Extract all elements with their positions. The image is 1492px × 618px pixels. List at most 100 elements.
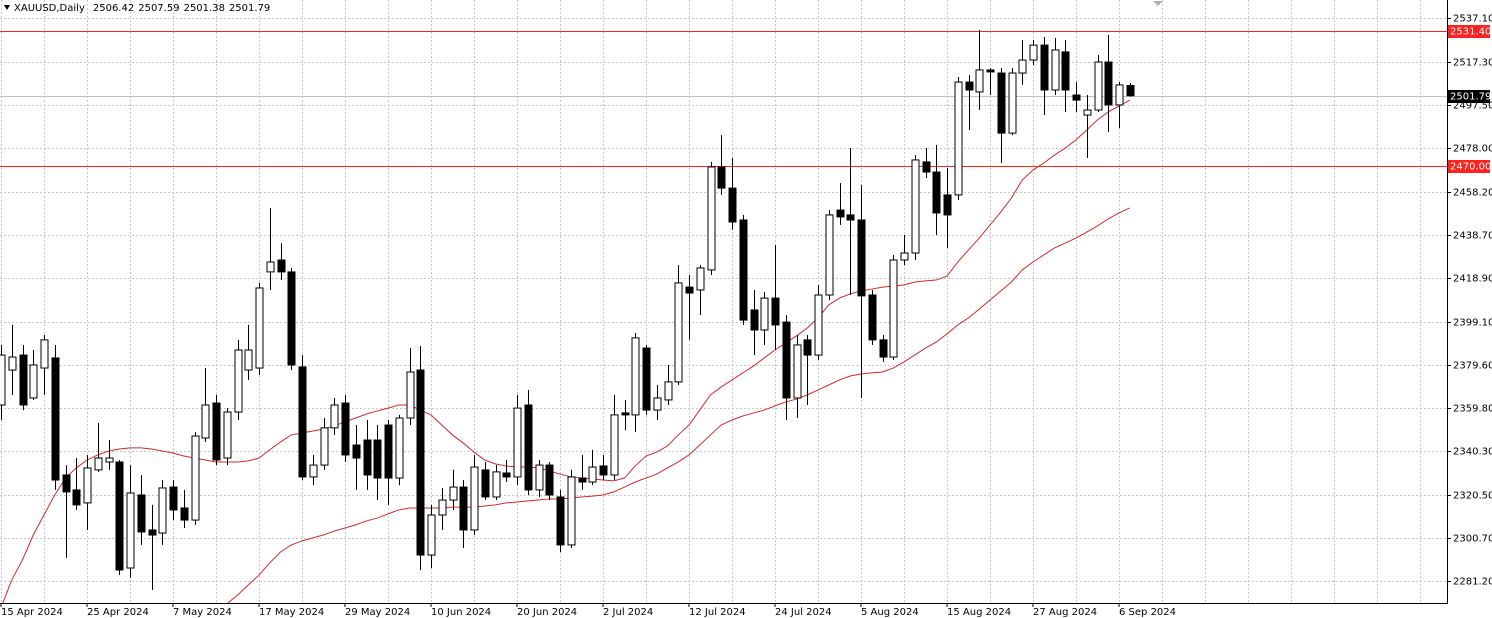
y-tick-label: 2478.00 bbox=[1453, 144, 1492, 155]
candle-body bbox=[105, 457, 114, 463]
candle-body bbox=[535, 464, 544, 491]
candle-body bbox=[911, 159, 920, 254]
candle-body bbox=[932, 171, 941, 214]
candle-body bbox=[879, 339, 888, 358]
candle-body bbox=[825, 214, 834, 296]
candle-body bbox=[664, 381, 673, 401]
candle-body bbox=[341, 402, 350, 456]
candle-body bbox=[137, 494, 146, 533]
candle-body bbox=[234, 349, 243, 413]
header-high: 2507.59 bbox=[138, 3, 179, 14]
price-label: 2501.79 bbox=[1450, 92, 1491, 103]
candle-body bbox=[191, 435, 200, 521]
candle-body bbox=[857, 219, 866, 297]
x-tick-label: 24 Jul 2024 bbox=[775, 607, 832, 618]
candle-body bbox=[717, 166, 726, 189]
y-tick-label: 2497.50 bbox=[1453, 101, 1492, 112]
candle-body bbox=[1083, 109, 1092, 116]
candle-body bbox=[212, 402, 221, 461]
candle-body bbox=[0, 354, 6, 406]
candle-body bbox=[513, 407, 522, 478]
candle-body bbox=[696, 267, 705, 291]
candle-body bbox=[94, 457, 103, 471]
candle-body bbox=[126, 492, 135, 569]
y-tick-label: 2537.10 bbox=[1453, 14, 1492, 25]
candle-body bbox=[556, 496, 565, 546]
candle-body bbox=[750, 309, 759, 331]
candle-body bbox=[900, 252, 909, 261]
candle-body bbox=[373, 439, 382, 479]
candle-body bbox=[384, 424, 393, 479]
moving-average bbox=[227, 207, 1130, 603]
header-low: 2501.38 bbox=[184, 3, 225, 14]
x-tick-label: 15 Aug 2024 bbox=[947, 607, 1011, 618]
candle-body bbox=[524, 404, 533, 491]
y-tick-label: 2320.50 bbox=[1453, 491, 1492, 502]
candle-body bbox=[846, 214, 855, 221]
candle-body bbox=[223, 411, 232, 459]
candle-body bbox=[803, 339, 812, 356]
candle-body bbox=[1072, 94, 1081, 101]
candle-body bbox=[62, 474, 71, 493]
candle-body bbox=[1104, 61, 1113, 106]
candle-body bbox=[545, 464, 554, 496]
x-tick-label: 25 Apr 2024 bbox=[87, 607, 149, 618]
candle-body bbox=[416, 369, 425, 556]
y-tick-label: 2340.30 bbox=[1453, 447, 1492, 458]
candle-body bbox=[889, 259, 898, 358]
candle-body bbox=[481, 469, 490, 498]
x-tick-label: 20 Jun 2024 bbox=[517, 607, 577, 618]
candle-body bbox=[320, 427, 329, 466]
x-tick-label: 15 Apr 2024 bbox=[1, 607, 63, 618]
y-tick-label: 2281.20 bbox=[1453, 577, 1492, 588]
candle-body bbox=[29, 364, 38, 399]
level-label: 2531.40 bbox=[1450, 27, 1491, 38]
candle-body bbox=[427, 514, 436, 556]
scroll-marker bbox=[1153, 1, 1163, 6]
candle-body bbox=[51, 357, 60, 481]
candle-body bbox=[244, 349, 253, 371]
candle-body bbox=[642, 347, 651, 411]
candle-body bbox=[352, 444, 361, 459]
x-tick-label: 17 May 2024 bbox=[259, 607, 324, 618]
y-tick-label: 2399.10 bbox=[1453, 318, 1492, 329]
candle-body bbox=[771, 297, 780, 326]
header-close: 2501.79 bbox=[229, 3, 270, 14]
candle-body bbox=[330, 404, 339, 429]
x-tick-label: 5 Aug 2024 bbox=[861, 607, 919, 618]
candle-body bbox=[158, 487, 167, 534]
header: XAUUSD,Daily 2506.42 2507.59 2501.38 2501.79 bbox=[14, 3, 270, 14]
level-box bbox=[1448, 160, 1490, 173]
candle-body bbox=[115, 461, 124, 571]
candle-body bbox=[836, 209, 845, 218]
candle-body bbox=[814, 294, 823, 356]
x-tick-label: 2 Jul 2024 bbox=[603, 607, 653, 618]
candle-body bbox=[728, 187, 737, 223]
x-tick-label: 12 Jul 2024 bbox=[689, 607, 746, 618]
candle-body bbox=[201, 404, 210, 439]
candle-body bbox=[438, 499, 447, 516]
symbol: XAUUSD,Daily bbox=[14, 3, 85, 14]
y-tick-label: 2379.60 bbox=[1453, 361, 1492, 372]
candle-body bbox=[653, 397, 662, 411]
candle-body bbox=[997, 72, 1006, 134]
y-tick-label: 2359.80 bbox=[1453, 404, 1492, 415]
candle-body bbox=[298, 366, 307, 478]
candle-body bbox=[674, 282, 683, 383]
menu-arrow bbox=[4, 5, 10, 10]
candle-body bbox=[1094, 61, 1103, 111]
x-tick-label: 29 May 2024 bbox=[345, 607, 410, 618]
candle-body bbox=[621, 412, 630, 416]
candle-body bbox=[266, 261, 275, 273]
candle-body bbox=[169, 486, 178, 511]
candle-body bbox=[19, 354, 28, 406]
candle-body bbox=[567, 476, 576, 546]
candle-body bbox=[1051, 49, 1060, 91]
candle-body bbox=[1029, 44, 1038, 61]
grid bbox=[0, 0, 1447, 603]
x-tick-label: 6 Sep 2024 bbox=[1119, 607, 1176, 618]
candle-body bbox=[470, 466, 479, 531]
candle-body bbox=[965, 81, 974, 91]
y-tick-label: 2517.30 bbox=[1453, 58, 1492, 69]
